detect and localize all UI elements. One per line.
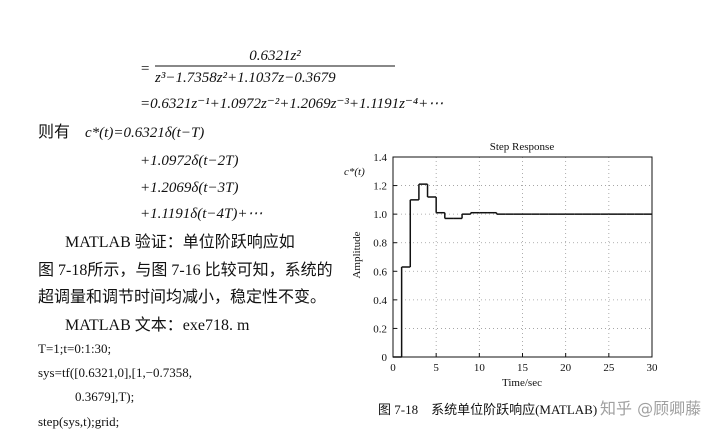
y-tick-label: 0.6	[373, 266, 387, 278]
equals: =	[140, 61, 150, 77]
watermark: 知乎 @顾卿藤	[600, 399, 701, 418]
c-star-line: +1.2069δ(t−3T)	[140, 180, 238, 196]
y-tick-label: 1.2	[373, 181, 387, 193]
x-tick-label: 10	[474, 362, 486, 374]
code-line: 0.3679],T);	[75, 389, 134, 404]
x-tick-label: 0	[390, 362, 396, 374]
y-tick-label: 0.4	[373, 295, 387, 307]
c-star-line: c*(t)=0.6321δ(t−T)	[85, 125, 204, 141]
paragraph-line: 图 7-18所示，与图 7-16 比较可知，系统的	[38, 261, 333, 279]
paragraph-line: 超调量和调节时间均减小，稳定性不变。	[38, 288, 326, 306]
x-tick-label: 25	[603, 362, 615, 374]
y-tick-label: 0.2	[373, 323, 387, 335]
caption: 图 7-18 系统单位阶跃响应(MATLAB)	[378, 402, 597, 417]
y-tick-label: 0.8	[373, 238, 387, 250]
plot: 0 0.2 0.4 0.6 0.8 1.0 1.2 1.4 0 5 10 15 20 25 30	[373, 152, 658, 374]
code-title: MATLAB 文本：exe718. m	[65, 316, 250, 334]
c-star-line: +1.0972δ(t−2T)	[140, 153, 238, 169]
x-axis-label: Time/sec	[502, 377, 542, 389]
then-label: 则有	[38, 123, 70, 141]
y-axis-label: Amplitude	[351, 231, 363, 278]
y-tick-label: 0	[382, 352, 388, 364]
y-tick-label: 1.0	[373, 209, 387, 221]
code-line: T=1;t=0:1:30;	[38, 341, 111, 356]
code-line: sys=tf([0.6321,0],[1,−0.7358,	[38, 365, 192, 380]
chart-title: Step Response	[490, 141, 555, 153]
x-tick-label: 20	[560, 362, 572, 374]
x-tick-label: 5	[433, 362, 439, 374]
annotation: c*(t)	[344, 166, 365, 178]
y-tick-label: 1.4	[373, 152, 387, 164]
paragraph-line: MATLAB 验证：单位阶跃响应如	[65, 232, 295, 251]
x-tick-label: 30	[647, 362, 659, 374]
numerator: 0.6321z²	[249, 48, 301, 64]
plot-frame	[392, 156, 653, 358]
code-line: step(sys,t);grid;	[38, 414, 119, 429]
denominator: z³−1.7358z²+1.1037z−0.3679	[154, 70, 336, 86]
x-tick-label: 15	[517, 362, 529, 374]
c-star-line: +1.1191δ(t−4T)+⋯	[140, 206, 262, 222]
expansion: =0.6321z⁻¹+1.0972z⁻²+1.2069z⁻³+1.1191z⁻⁴…	[140, 96, 443, 112]
